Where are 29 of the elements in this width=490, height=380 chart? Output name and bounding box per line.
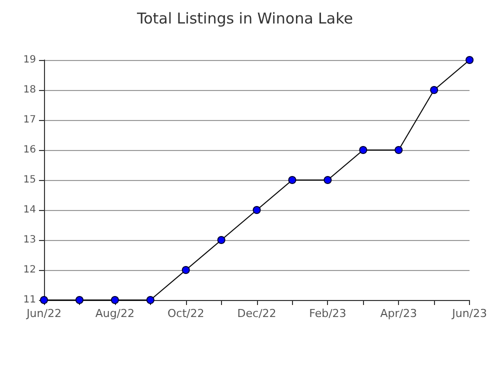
x-tick-label: Jun/23	[451, 307, 487, 320]
point	[324, 176, 332, 184]
point	[394, 146, 403, 154]
x-tick-label: Dec/22	[237, 307, 276, 320]
point	[217, 236, 226, 244]
point	[182, 266, 190, 274]
x-tick-label: Apr/23	[380, 307, 417, 320]
point	[359, 146, 368, 154]
y-tick-label: 11	[23, 294, 36, 306]
y-tick-label: 19	[23, 54, 36, 66]
point	[288, 176, 296, 184]
point	[110, 296, 119, 304]
y-tick-label: 18	[23, 84, 36, 96]
y-tick-label: 14	[23, 204, 36, 216]
point	[252, 206, 261, 214]
y-tick-label: 13	[23, 234, 36, 246]
y-tick-label: 17	[23, 114, 36, 126]
chart-title: Total Listings in Winona Lake	[136, 10, 353, 28]
point	[466, 56, 474, 64]
y-tick-label: 12	[23, 264, 36, 276]
x-tick-label: Jun/22	[26, 307, 62, 320]
point	[430, 86, 438, 94]
point	[75, 296, 84, 304]
x-tick-label: Oct/22	[167, 307, 204, 320]
y-tick-label: 16	[23, 144, 36, 156]
x-tick-label: Feb/23	[309, 307, 346, 320]
y-tick-label: 15	[23, 174, 36, 186]
x-tick-label: Aug/22	[95, 307, 135, 320]
point	[146, 296, 154, 304]
